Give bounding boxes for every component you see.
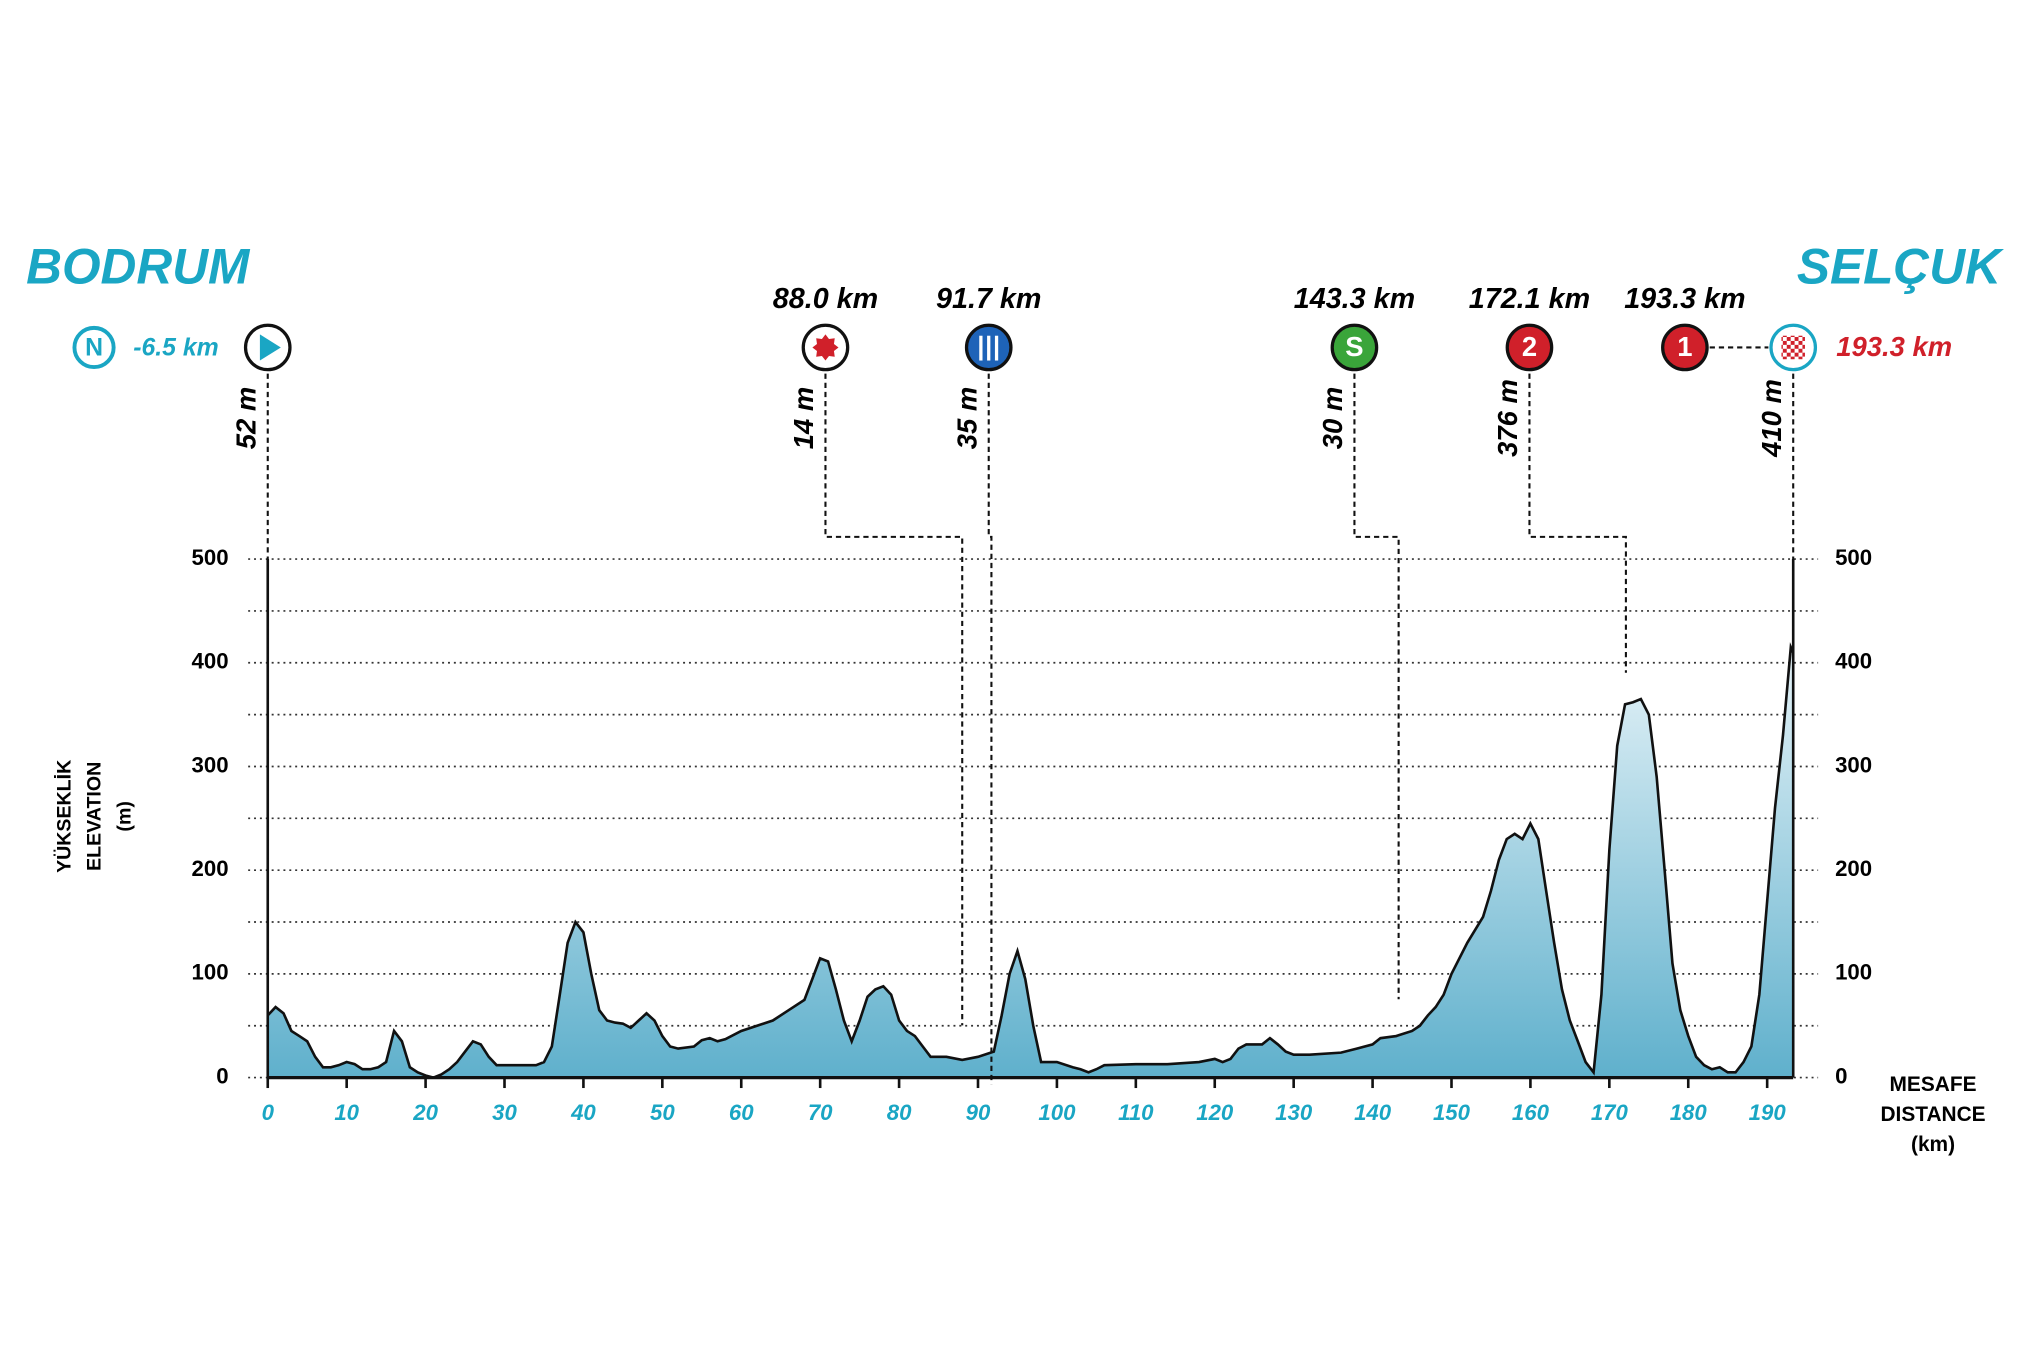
elevation-label: 376 m xyxy=(1492,379,1523,457)
x-tick-label: 110 xyxy=(1118,1100,1154,1125)
x-tick-label: 170 xyxy=(1591,1100,1629,1125)
elevation-label: 52 m xyxy=(230,387,261,449)
event-distance: 91.7 km xyxy=(936,283,1041,315)
neutral-icon-text: N xyxy=(85,334,103,361)
y-tick-label: 500 xyxy=(192,545,229,570)
x-tick-label: 70 xyxy=(808,1100,833,1125)
neutral-distance: -6.5 km xyxy=(133,334,218,361)
event-distance: 193.3 km xyxy=(1624,283,1745,315)
elevation-label: 30 m xyxy=(1317,387,1348,449)
y-axis-label: ELEVATION xyxy=(84,762,106,871)
y-tick-label: 300 xyxy=(192,752,229,777)
y-tick-label: 100 xyxy=(192,960,229,985)
event-icon xyxy=(1330,323,1379,372)
y-axis-label: YÜKSEKLİK xyxy=(52,760,75,873)
x-tick-label: 150 xyxy=(1433,1100,1471,1125)
y-tick-label: 100 xyxy=(1835,960,1872,985)
finish-flag xyxy=(1781,335,1805,360)
drop-line xyxy=(1528,373,1627,673)
elevation-label: 14 m xyxy=(788,387,819,449)
area-fill xyxy=(267,647,1794,1078)
y-tick-label: 200 xyxy=(1835,856,1872,881)
x-tick-label: 0 xyxy=(262,1100,275,1125)
drop-line xyxy=(1353,373,1400,1000)
elevation-label: 35 m xyxy=(951,387,982,449)
event-distance: 143.3 km xyxy=(1294,283,1415,315)
finish-distance: 193.3 km xyxy=(1836,331,1952,362)
x-tick-label: 50 xyxy=(650,1100,675,1125)
event-icon-text: S xyxy=(1345,331,1363,362)
x-axis-label: MESAFE xyxy=(1890,1073,1977,1096)
start-arrow xyxy=(259,334,281,361)
sprint-star xyxy=(812,334,839,361)
x-tick-label: 80 xyxy=(887,1100,912,1125)
y-tick-label: 300 xyxy=(1835,752,1872,777)
x-axis-label: (km) xyxy=(1911,1133,1955,1156)
neutral-icon xyxy=(72,325,116,370)
x-tick-label: 60 xyxy=(729,1100,754,1125)
x-tick-label: 160 xyxy=(1512,1100,1550,1125)
event-distance: 172.1 km xyxy=(1469,283,1590,315)
y-tick-label: 400 xyxy=(192,649,229,674)
x-axis-label: DISTANCE xyxy=(1880,1103,1985,1126)
event-icon xyxy=(1661,323,1709,372)
x-tick-label: 30 xyxy=(492,1100,517,1125)
y-axis-label: (m) xyxy=(114,801,136,831)
x-tick-label: 140 xyxy=(1354,1100,1392,1125)
y-tick-label: 0 xyxy=(216,1063,228,1088)
y-tick-label: 500 xyxy=(1835,545,1872,570)
y-tick-label: 400 xyxy=(1835,649,1872,674)
y-tick-label: 200 xyxy=(192,856,229,881)
x-tick-label: 40 xyxy=(570,1100,596,1125)
profile-line xyxy=(266,642,1795,1079)
event-icon-text: 2 xyxy=(1522,331,1537,362)
drop-line xyxy=(987,373,993,1085)
x-tick-label: 20 xyxy=(412,1100,438,1125)
event-icon-text: 1 xyxy=(1677,331,1692,362)
event-icon xyxy=(1505,323,1554,372)
title-left: BODRUM xyxy=(26,239,251,295)
x-tick-label: 120 xyxy=(1196,1100,1234,1125)
x-tick-label: 130 xyxy=(1275,1100,1313,1125)
x-tick-label: 190 xyxy=(1749,1100,1787,1125)
drop-line xyxy=(824,373,964,1026)
x-tick-label: 100 xyxy=(1038,1100,1076,1125)
x-tick-label: 180 xyxy=(1670,1100,1708,1125)
x-tick-label: 90 xyxy=(966,1100,991,1125)
elevation-label: 410 m xyxy=(1756,379,1787,458)
event-distance: 88.0 km xyxy=(773,283,878,315)
y-tick-label: 0 xyxy=(1835,1063,1847,1088)
x-tick-label: 10 xyxy=(334,1100,359,1125)
title-right: SELÇUK xyxy=(1797,239,2004,295)
